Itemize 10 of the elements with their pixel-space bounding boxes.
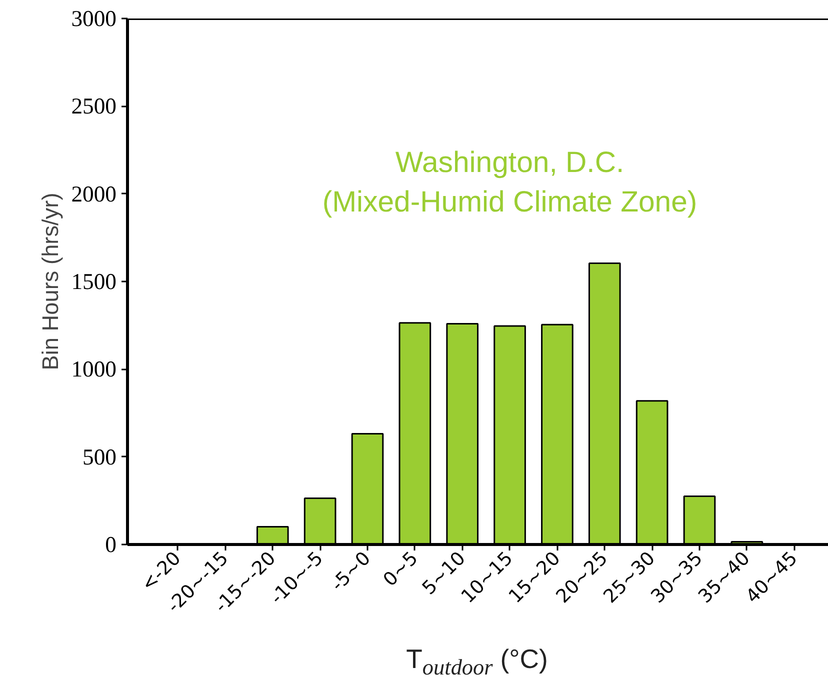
y-tick-label: 1500 — [71, 269, 116, 294]
annotation: Washington, D.C. (Mixed-Humid Climate Zone) — [322, 146, 698, 218]
y-tick-label: 500 — [82, 444, 116, 470]
y-tick-label: 2000 — [71, 181, 116, 206]
y-tick-label: 3000 — [71, 6, 116, 31]
y-tick-label: 1000 — [71, 356, 116, 382]
x-axis-title: T$_{outdoor}$ (°C) — [405, 643, 549, 682]
y-axis-title: Bin Hours (hrs/yr) — [37, 192, 64, 370]
y-tick-label: 0 — [105, 532, 116, 557]
y-tick-label: 2500 — [71, 94, 116, 119]
